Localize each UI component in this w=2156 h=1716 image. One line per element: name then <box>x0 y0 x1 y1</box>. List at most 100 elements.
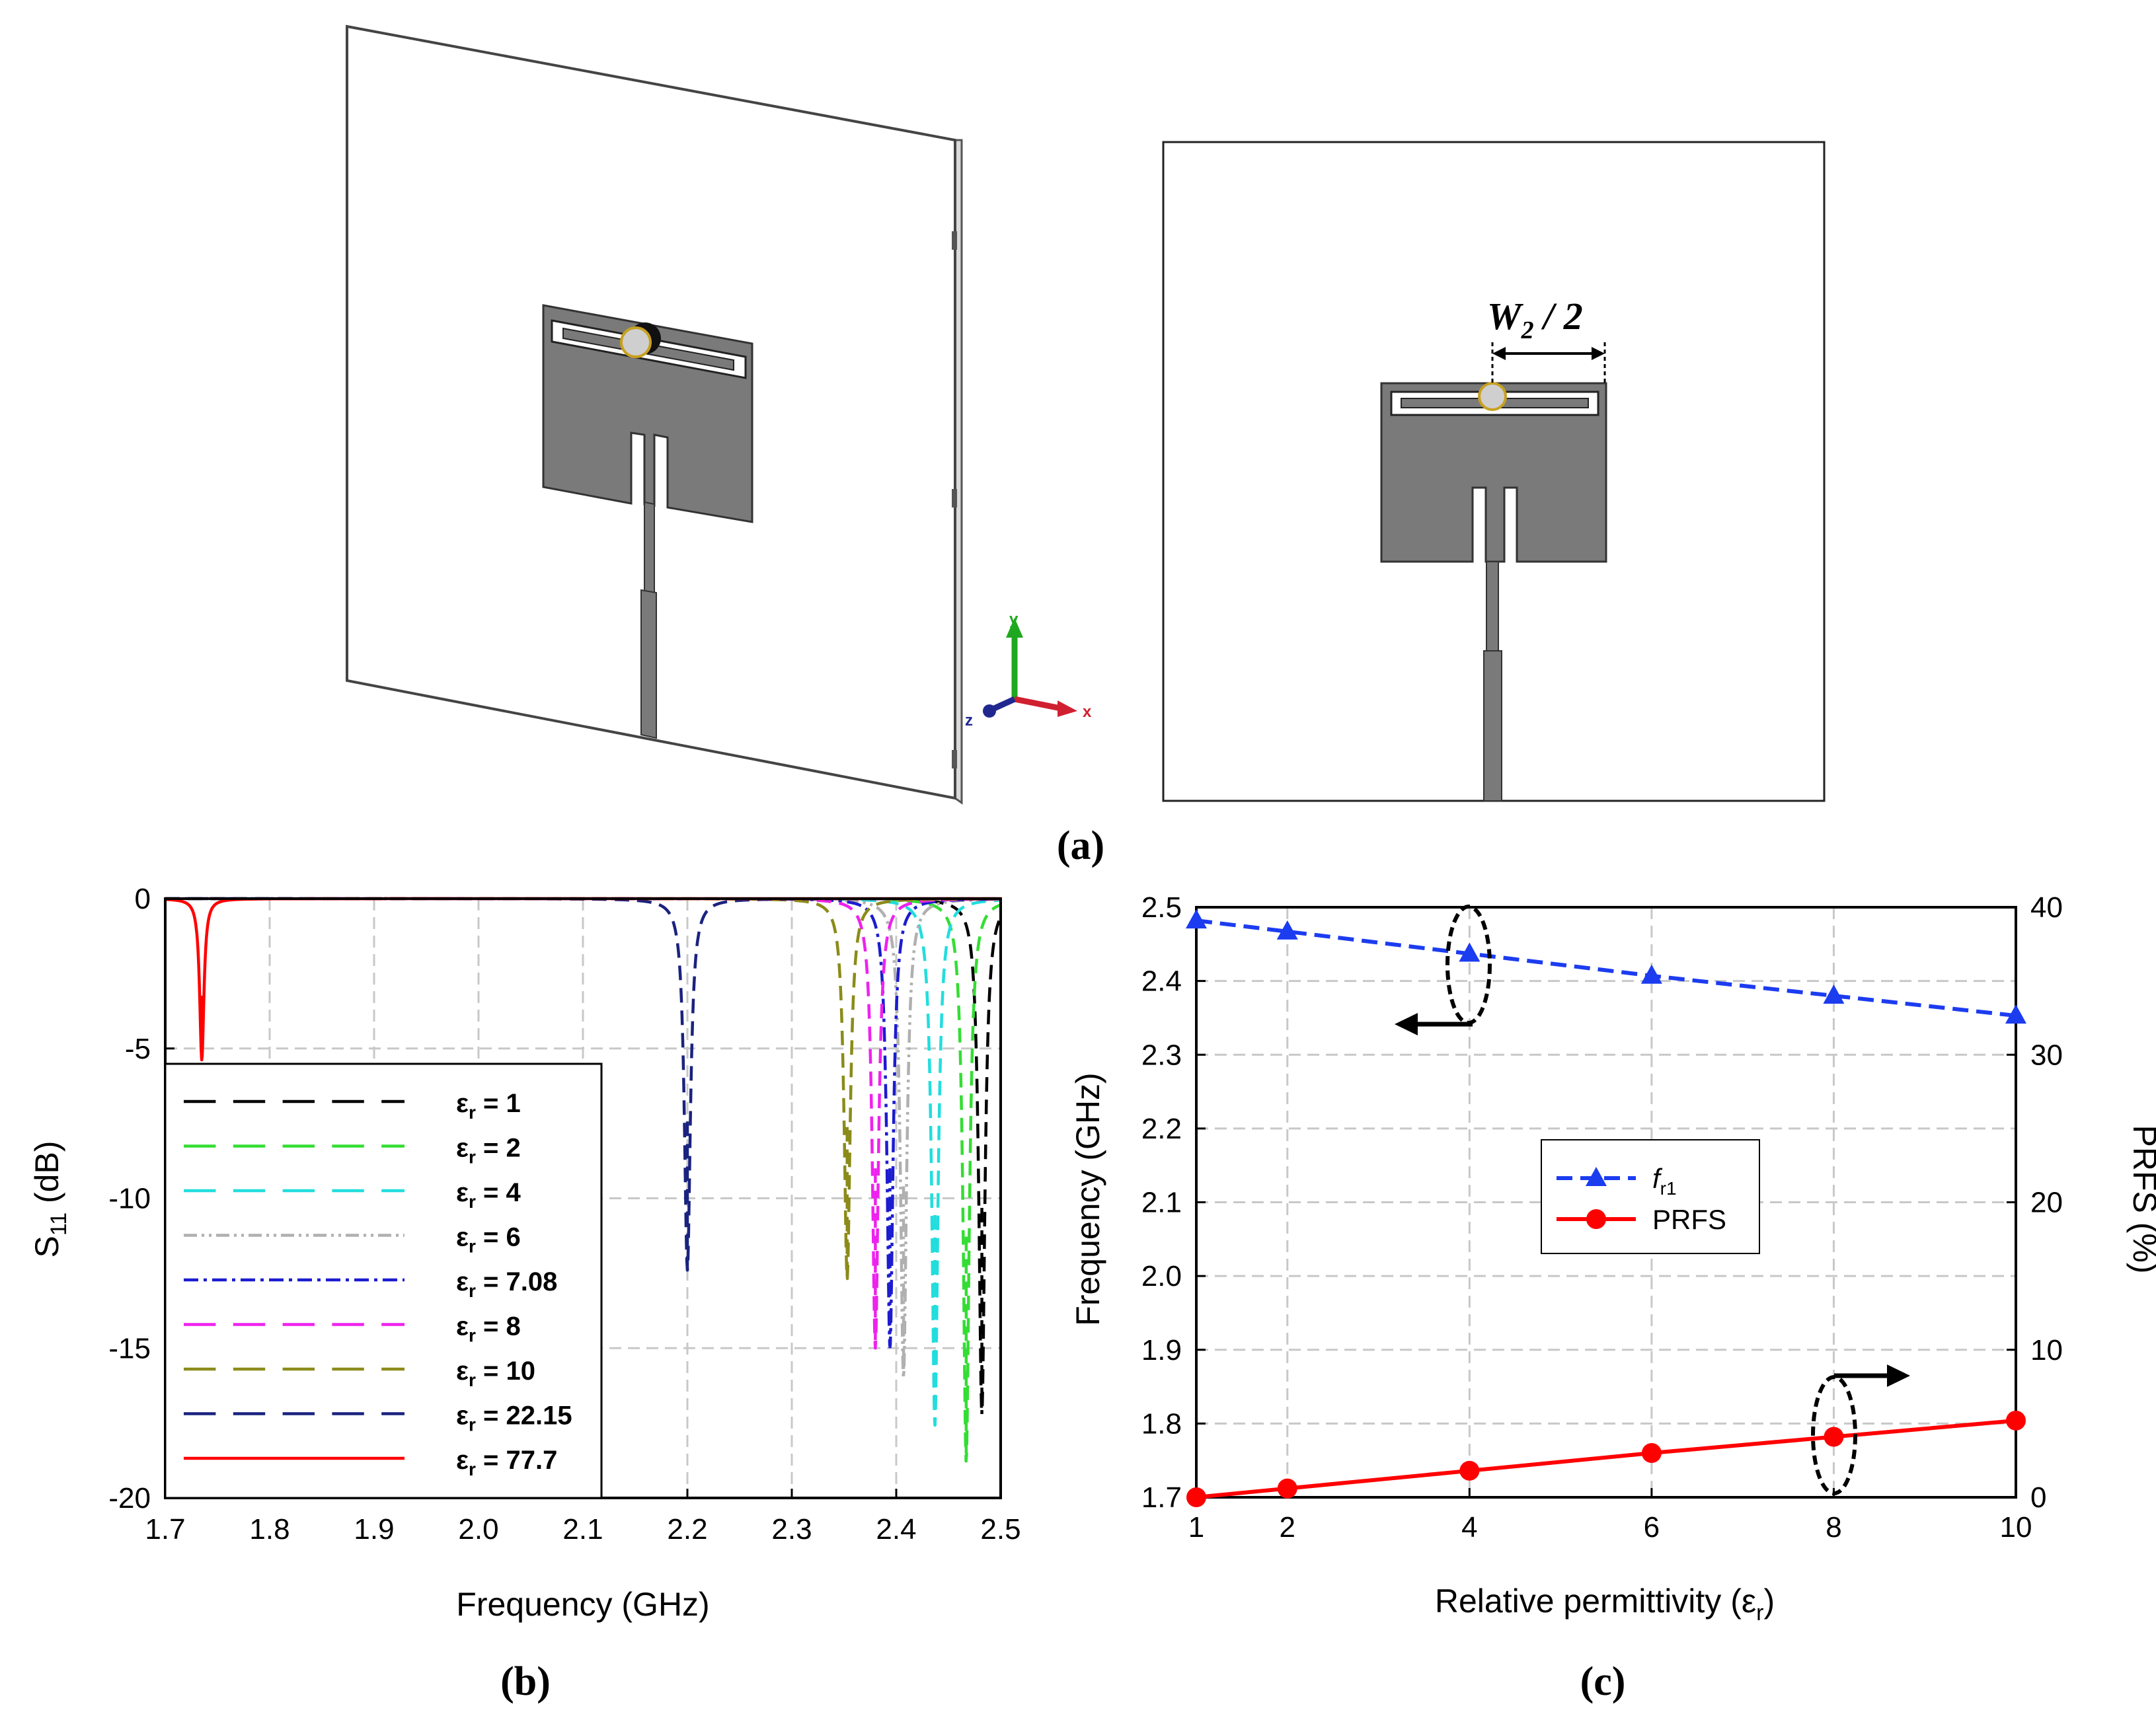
axes-gizmo: y x z <box>965 611 1092 729</box>
annotation-arrow-left-head <box>1395 1013 1418 1035</box>
panel-label-a: (a) <box>1057 823 1104 868</box>
chart-c-marker-circle <box>1641 1443 1662 1464</box>
chart-c-marker-circle <box>1459 1460 1480 1481</box>
chart-c-legend-marker <box>1586 1209 1606 1229</box>
chart-c-xtick-label: 8 <box>1826 1511 1841 1544</box>
annotation-arrow-right-head <box>1887 1364 1910 1387</box>
chart-c-ytick-left-label: 1.7 <box>1141 1481 1182 1514</box>
chart-c-marker-circle <box>2006 1410 2026 1431</box>
chart-c-ylabel-right: PRFS (%) <box>2126 1125 2156 1274</box>
chart-c-marker-triangle <box>1640 964 1662 984</box>
ground-plane-clip <box>952 231 957 250</box>
chart-c-ytick-left-label: 2.4 <box>1141 965 1182 998</box>
chart-b-legend-label: εr = 6 <box>456 1223 521 1257</box>
chart-c-ytick-right-label: 0 <box>2030 1481 2046 1514</box>
chart-b-xtick-label: 2.3 <box>771 1513 812 1546</box>
dimension-arrow-left <box>1492 347 1506 360</box>
patch-front <box>1380 382 1607 563</box>
panel-b: 1.7 1.8 1.9 2.0 2.1 2.2 2.3 2.4 2.50-5-10-15-20 … <box>28 883 1021 1704</box>
chart-c-marker-circle <box>1277 1478 1297 1499</box>
panel-label-c: (c) <box>1580 1659 1626 1704</box>
ground-plane-clip <box>952 489 957 507</box>
chart-b-xlabel: Frequency (GHz) <box>456 1586 709 1623</box>
chart-b-xtick-label: 2.5 <box>980 1513 1020 1546</box>
chart-b-ytick-label: -10 <box>108 1183 151 1215</box>
axis-label-x: x <box>1083 703 1092 721</box>
chart-c-xtick-label: 10 <box>2000 1511 2032 1544</box>
chart-c-xtick-label: 6 <box>1644 1511 1660 1544</box>
chart-c-ytick-left-label: 2.3 <box>1141 1039 1182 1071</box>
chart-c-ylabel-left: Frequency (GHz) <box>1069 1072 1106 1325</box>
chart-b-legend-items: εr = 1 εr = 2 εr = 4 εr = 6 εr = 7.08 εr = 8 ε… <box>184 1089 572 1479</box>
feedline-wide-front <box>1483 650 1502 802</box>
chart-c-marker-triangle <box>1186 909 1207 929</box>
chart-b-legend: εr = 1 εr = 2 εr = 4 εr = 6 εr = 7.08 εr = 8 ε… <box>164 1063 603 1499</box>
chart-c-series-line <box>1196 918 2017 1018</box>
chart-b-legend-label: εr = 2 <box>456 1134 521 1168</box>
chart-c-marker-circle <box>1824 1427 1844 1447</box>
chart-c-xlabel: Relative permittivity (εr) <box>1435 1583 1775 1625</box>
chart-c-annotations <box>1395 905 1910 1495</box>
chart-c-legend-box <box>1541 1139 1760 1254</box>
coax-connector <box>620 326 652 358</box>
chart-c-ticks: 1 2 4 6 8 10 2.5 2.4 2.3 2.2 2.1 2.0 1.9 1.8 1.7 40 30 20… <box>1141 891 2063 1544</box>
chart-c-legend: fr1 PRFS <box>1541 1139 1760 1254</box>
chart-c-ytick-right-label: 30 <box>2030 1039 2063 1071</box>
chart-b-xtick-label: 2.0 <box>458 1513 498 1546</box>
chart-c-series-line <box>1196 1418 2017 1499</box>
chart-b-ticks: 1.7 1.8 1.9 2.0 2.1 2.2 2.3 2.4 2.5 0 -5 -10 -15 -20 <box>108 883 1020 1546</box>
chart-b-legend-label: εr = 8 <box>456 1312 521 1346</box>
chart-c-ytick-right-label: 10 <box>2030 1334 2063 1366</box>
chart-c-marker-triangle <box>1823 984 1845 1004</box>
chart-c-marker-triangle <box>1459 942 1481 962</box>
chart-c-ytick-left-label: 2.5 <box>1141 891 1182 924</box>
axis-label-y: y <box>1009 611 1019 628</box>
dimension-label: W2 / 2 <box>1487 295 1583 344</box>
antenna-3d-view: y x z <box>346 24 1092 805</box>
chart-b-legend-label: εr = 4 <box>456 1178 521 1212</box>
chart-c-ytick-left-label: 2.1 <box>1141 1187 1182 1219</box>
chart-b-legend-label: εr = 7.08 <box>456 1267 557 1301</box>
chart-c-ytick-left-label: 2.0 <box>1141 1260 1182 1292</box>
panel-label-b: (b) <box>500 1659 551 1704</box>
chart-b-legend-label: εr = 22.15 <box>456 1401 572 1435</box>
chart-b-ytick-label: -5 <box>125 1033 151 1065</box>
antenna-front-view: W2 / 2 <box>1162 141 1826 802</box>
chart-c-xtick-label: 2 <box>1280 1511 1295 1544</box>
feedline-wide-3d <box>640 589 657 739</box>
chart-c-legend-marker <box>1586 1167 1607 1186</box>
chart-b-ytick-label: -20 <box>108 1482 151 1514</box>
feedline-3d <box>644 501 655 596</box>
chart-c-legend-items: fr1 PRFS <box>1557 1163 1726 1235</box>
chart-c-ytick-left-label: 1.9 <box>1141 1334 1182 1366</box>
chart-b-xtick-label: 2.1 <box>562 1513 603 1546</box>
axis-label-z: z <box>965 712 973 729</box>
ground-plane-clip <box>952 750 957 768</box>
chart-b-ytick-label: -15 <box>108 1332 151 1364</box>
chart-b-legend-label: εr = 1 <box>456 1089 521 1123</box>
chart-b-legend-label: εr = 10 <box>456 1357 535 1390</box>
chart-c-ytick-left-label: 2.2 <box>1141 1113 1182 1145</box>
panel-a: y x z W2 / 2 (a) <box>346 24 1826 868</box>
chart-c-marker-triangle <box>1276 920 1298 940</box>
chart-b-ytick-label: 0 <box>135 883 151 915</box>
chart-c-marker-circle <box>1186 1487 1206 1507</box>
y-arrow-head <box>1006 618 1023 638</box>
feedline-front <box>1486 561 1499 652</box>
x-arrow-head <box>1058 700 1077 717</box>
chart-b-xtick-label: 1.8 <box>249 1513 289 1546</box>
chart-c-xtick-label: 1 <box>1188 1511 1204 1544</box>
chart-c-series <box>1186 909 2026 1507</box>
chart-b-xtick-label: 1.7 <box>145 1513 185 1546</box>
panel-c: 1 2 4 6 8 10 2.5 2.4 2.3 2.2 2.1 2.0 1.9 1.8 1.7 40 30 20… <box>1069 891 2156 1704</box>
chart-c-marker-triangle <box>2005 1004 2026 1024</box>
chart-c-ytick-right-label: 20 <box>2030 1187 2063 1219</box>
chart-b-xtick-label: 2.2 <box>667 1513 707 1546</box>
chart-c-xtick-label: 4 <box>1461 1511 1477 1544</box>
dimension-arrow-right <box>1592 347 1605 360</box>
coax-connector-front <box>1478 382 1507 411</box>
chart-b-xtick-label: 1.9 <box>354 1513 394 1546</box>
chart-b-xtick-label: 2.4 <box>876 1513 916 1546</box>
z-arrow-head <box>983 704 996 718</box>
